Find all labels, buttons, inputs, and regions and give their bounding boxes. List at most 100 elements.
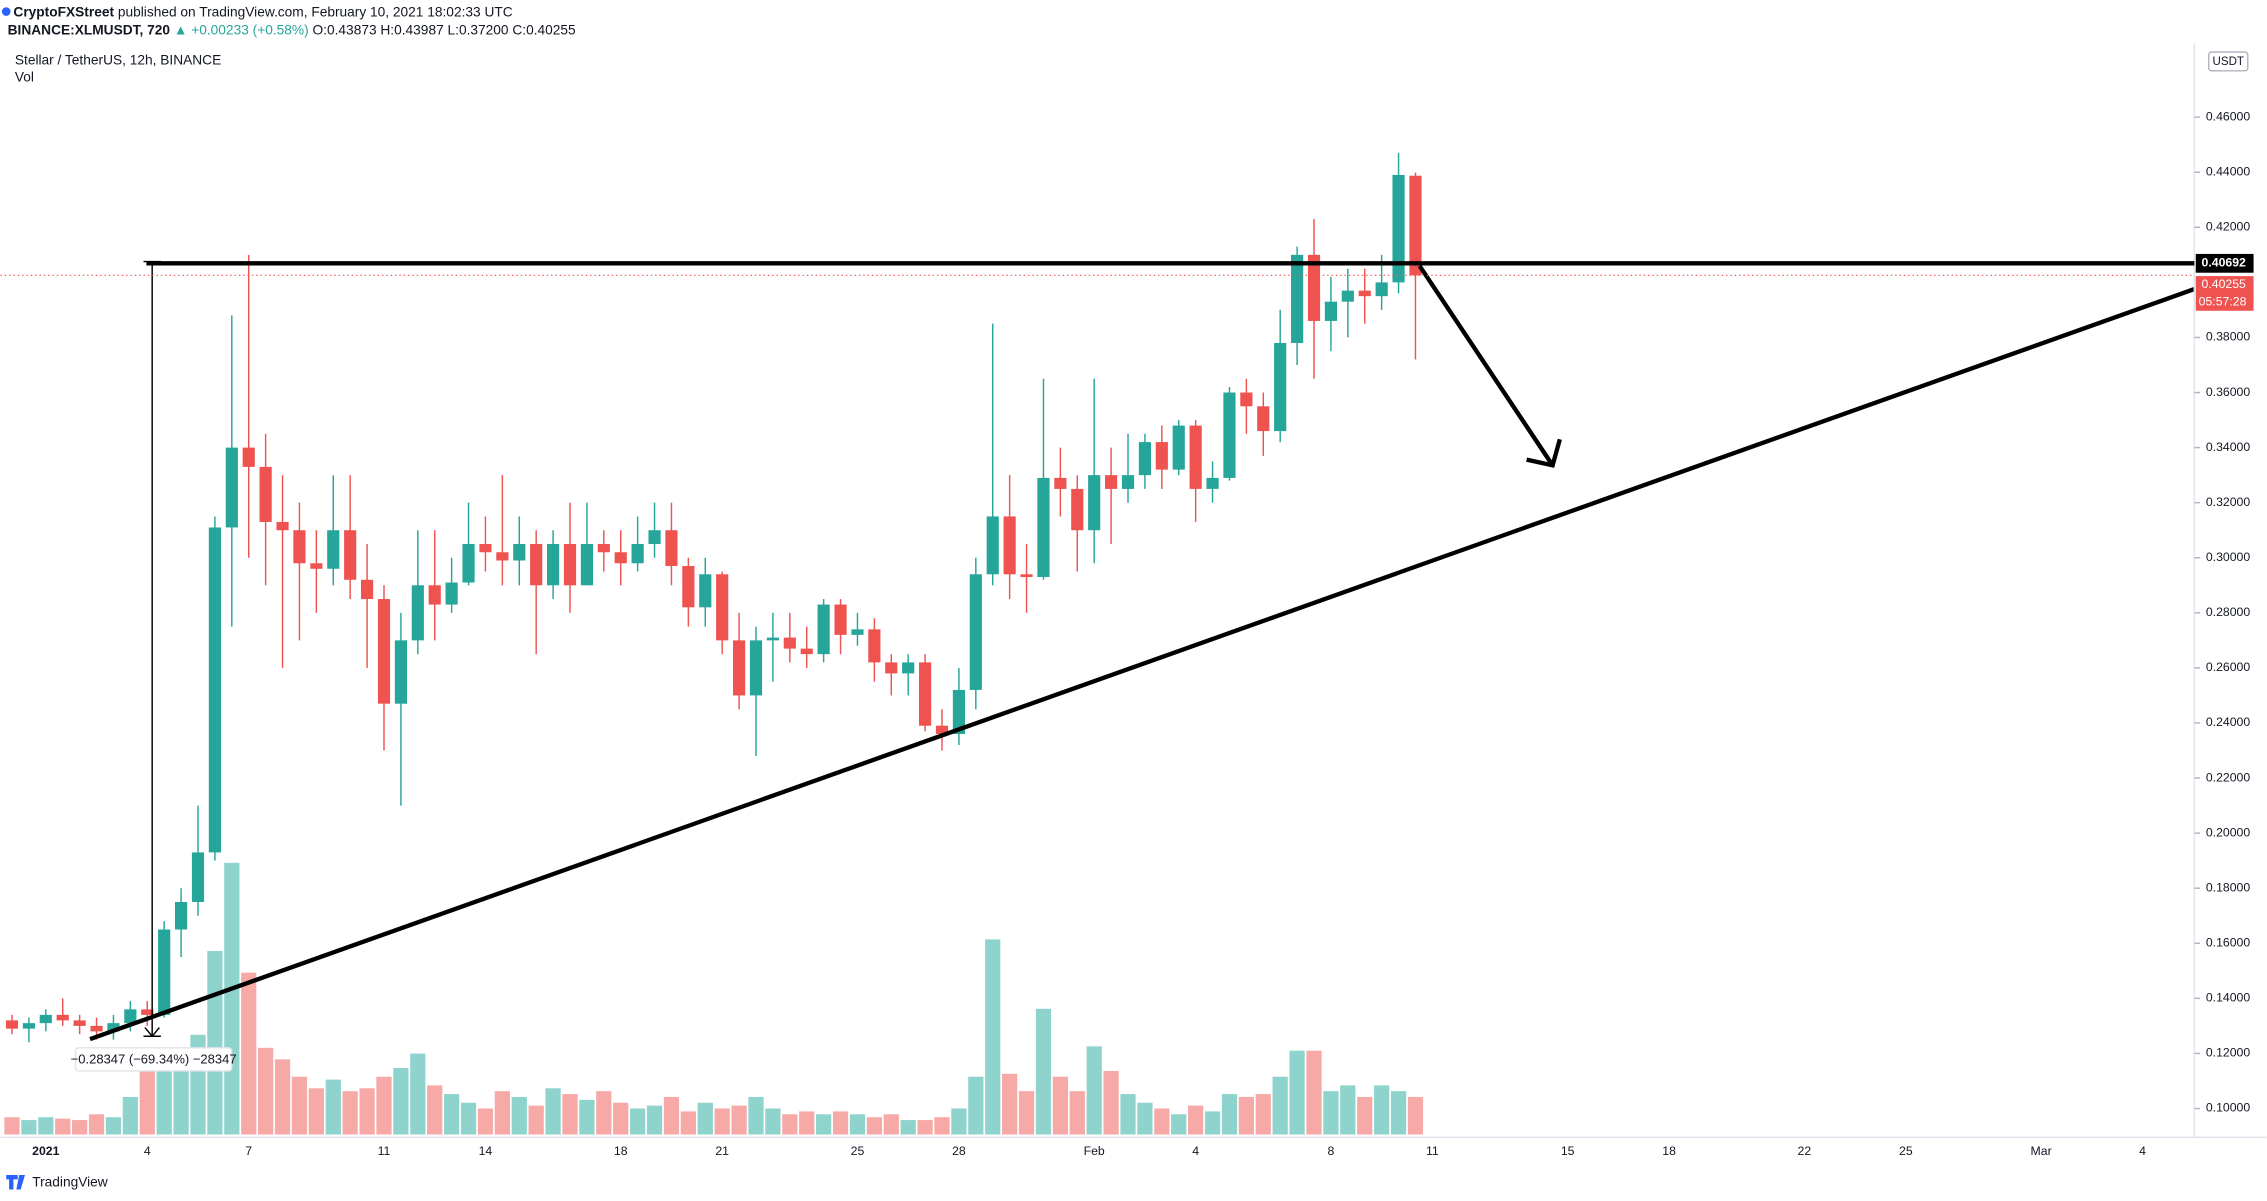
volume-bar <box>1052 1076 1068 1135</box>
y-tick-label: 0.26000 <box>2206 660 2251 674</box>
candle-body <box>1358 290 1371 297</box>
candle-body <box>259 466 272 522</box>
volume-bar <box>1002 1073 1018 1135</box>
y-tick-label: 0.42000 <box>2206 220 2251 234</box>
candle-body <box>716 574 729 641</box>
volume-bar <box>697 1102 713 1135</box>
candle-body <box>766 637 779 641</box>
volume-bar <box>21 1120 37 1135</box>
candle-body <box>225 447 238 528</box>
last-price-box <box>2195 276 2254 311</box>
candle-body <box>1105 475 1118 489</box>
volume-bar <box>38 1117 54 1135</box>
volume-bar <box>224 862 240 1135</box>
volume-bar <box>866 1117 882 1135</box>
candle-body <box>208 527 221 853</box>
volume-bar <box>1323 1091 1339 1135</box>
candle-body <box>1409 175 1422 276</box>
volume-bar <box>1204 1111 1221 1135</box>
volume-bar <box>1289 1050 1305 1135</box>
candle-body <box>614 552 627 564</box>
volume-bar <box>427 1085 443 1135</box>
volume-bar <box>1407 1096 1424 1135</box>
candle-body <box>445 582 458 605</box>
y-tick-label: 0.44000 <box>2206 164 2251 178</box>
volume-bar <box>460 1102 477 1135</box>
footer-brand: TradingView <box>32 1175 108 1190</box>
candle-body <box>73 1020 86 1026</box>
x-tick-label: 25 <box>1899 1144 1913 1158</box>
volume-bar <box>1035 1008 1052 1135</box>
x-tick-label: 18 <box>614 1144 628 1158</box>
volume-bar <box>359 1088 375 1135</box>
candle-body <box>1054 477 1067 489</box>
candle-body <box>344 530 357 580</box>
candle-body <box>733 640 746 696</box>
volume-bar <box>1018 1091 1035 1135</box>
volume-bar <box>1103 1070 1119 1135</box>
candle-body <box>360 579 374 600</box>
symbol-line: BINANCE:XLMUSDT, 720 ▲ +0.00233 (+0.58%)… <box>8 22 576 37</box>
candle-body <box>1341 290 1354 302</box>
x-tick-label: 18 <box>1662 1144 1676 1158</box>
volume-bar <box>342 1091 358 1135</box>
candle-body <box>496 552 509 561</box>
volume-bar <box>714 1108 730 1135</box>
y-tick-label: 0.22000 <box>2206 770 2251 784</box>
currency: USDT <box>2213 56 2244 68</box>
volume-bar <box>4 1117 20 1135</box>
candle-body <box>479 543 492 553</box>
currency-box[interactable] <box>2208 51 2249 72</box>
symbol: BINANCE:XLMUSDT, 720 <box>8 22 171 37</box>
candle-body <box>580 543 593 586</box>
y-tick-label: 0.10000 <box>2206 1101 2251 1115</box>
candle-body <box>1020 574 1033 578</box>
volume-bar <box>1137 1102 1153 1135</box>
measure-label: −0.28347 (−69.34%) −28347 <box>71 1052 237 1067</box>
candle-body <box>885 662 898 674</box>
candle-body <box>90 1025 103 1032</box>
y-tick-label: 0.30000 <box>2206 550 2251 564</box>
measure-box <box>74 1047 233 1072</box>
candle-body <box>1324 301 1338 321</box>
volume-bar <box>985 939 1001 1135</box>
volume-bar <box>849 1114 866 1135</box>
volume-bar <box>1086 1046 1102 1135</box>
volume-bar <box>1188 1105 1204 1135</box>
y-tick-label: 0.24000 <box>2206 715 2251 729</box>
y-tick-label: 0.28000 <box>2206 605 2251 619</box>
volume-bar <box>883 1114 899 1135</box>
candle-body <box>1274 342 1287 432</box>
candle-body <box>513 543 526 561</box>
volume-bar <box>1154 1108 1170 1135</box>
candle-body <box>1172 425 1185 470</box>
volume-bar <box>765 1108 781 1135</box>
candle-body <box>851 629 864 635</box>
candle-body <box>631 543 644 564</box>
volume-bar <box>1171 1114 1187 1135</box>
candle-body <box>428 585 441 605</box>
candle-body <box>174 901 188 930</box>
x-tick-label: 15 <box>1561 1144 1575 1158</box>
volume-bar <box>55 1118 71 1135</box>
candle-body <box>56 1014 69 1021</box>
candle-body <box>1121 475 1135 489</box>
candle-body <box>834 604 847 635</box>
candle-body <box>665 530 678 567</box>
volume-bar <box>308 1088 324 1135</box>
candle-body <box>5 1020 19 1029</box>
volume-bar <box>173 1070 189 1135</box>
arrow-head <box>1526 438 1562 468</box>
volume-bar <box>951 1108 967 1135</box>
volume-bar <box>88 1114 105 1135</box>
x-tick-label: 4 <box>144 1144 151 1158</box>
candle-body <box>39 1014 52 1024</box>
volume-bar <box>1255 1094 1271 1135</box>
volume-bar <box>528 1105 544 1135</box>
volume-bar <box>258 1047 274 1135</box>
candle-body <box>1240 392 1253 407</box>
volume-bar <box>156 1065 172 1135</box>
x-tick-label: 11 <box>378 1144 391 1158</box>
